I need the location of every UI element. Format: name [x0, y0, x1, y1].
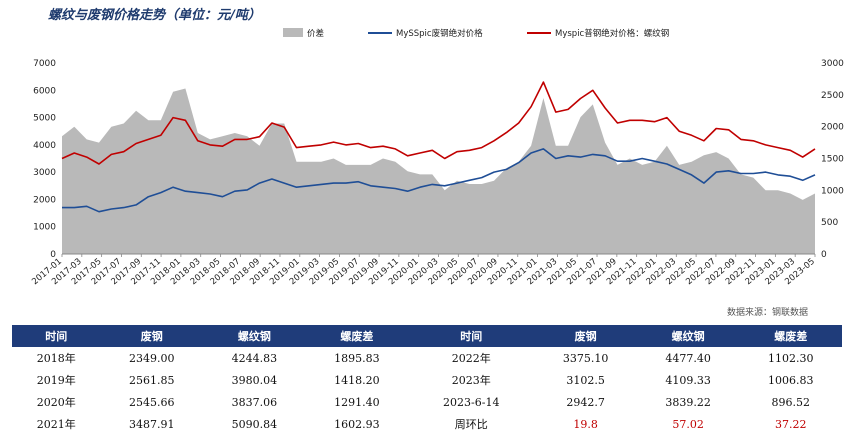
table-cell: 4244.83	[231, 351, 278, 365]
table-cell: 周环比	[454, 418, 488, 431]
table-row: 2020年 2545.66 3837.06 1291.40 2023-6-14 2942.…	[12, 391, 842, 413]
table-cell: 2018年	[36, 352, 76, 365]
y-left-tick-label: 1000	[33, 223, 56, 233]
table-cell: 1602.93	[334, 417, 380, 431]
y-left-tick-label: 6000	[33, 86, 56, 96]
table-cell: 2022年	[451, 352, 491, 365]
table-cell: 5090.84	[231, 417, 278, 431]
table-header-cell: 时间	[12, 325, 101, 347]
table-cell: 4477.40	[665, 351, 711, 365]
legend-label: 价差	[307, 28, 324, 39]
table-header-row: 时间 废钢 螺纹钢 螺废差 时间 废钢 螺纹钢 螺废差	[12, 325, 842, 347]
table-header-cell: 螺废差	[739, 325, 842, 347]
table-cell: 2019年	[36, 374, 76, 387]
y-left-tick-label: 7000	[33, 59, 56, 69]
price-trend-chart: 价差 MySSpic废钢绝对价格 Myspic普钢绝对价格：螺纹钢 0 1000 200…	[30, 28, 844, 287]
table-cell: 2349.00	[129, 351, 175, 365]
price-summary-table: 时间 废钢 螺纹钢 螺废差 时间 废钢 螺纹钢 螺废差 2018年 2349.00 4244.83…	[12, 325, 842, 435]
table-cell: 2942.7	[566, 395, 605, 409]
scrap-price-line	[62, 148, 816, 213]
table-cell: 3839.22	[665, 395, 711, 409]
table-cell: 3487.91	[129, 417, 175, 431]
table-header-cell: 螺纹钢	[203, 325, 306, 347]
legend-swatch-spread	[283, 28, 303, 37]
table-cell: 37.22	[774, 417, 807, 431]
table-header-cell: 废钢	[100, 325, 204, 347]
table-cell: 2561.85	[129, 373, 175, 387]
table-row: 2018年 2349.00 4244.83 1895.83 2022年 3375.10 44…	[12, 347, 842, 369]
table-cell: 2023-6-14	[443, 395, 500, 409]
legend-label: Myspic普钢绝对价格：螺纹钢	[555, 28, 669, 39]
y-right-tick-label: 2500	[821, 91, 844, 101]
legend-label: MySSpic废钢绝对价格	[396, 28, 483, 39]
table-row: 2019年 2561.85 3980.04 1418.20 2023年 3102.5 410…	[12, 369, 842, 391]
y-right-tick-label: 1500	[821, 155, 844, 165]
table-cell: 1895.83	[334, 351, 380, 365]
table-cell: 2545.66	[129, 395, 175, 409]
y-right-tick-label: 1000	[821, 186, 844, 196]
table-body: 2018年 2349.00 4244.83 1895.83 2022年 3375.10 44…	[12, 347, 842, 435]
price-lines-layer	[61, 81, 816, 213]
y-right-tick-label: 2000	[821, 123, 844, 133]
table-header-cell: 螺废差	[305, 325, 409, 347]
y-left-tick-label: 2000	[33, 195, 56, 205]
table-cell: 896.52	[771, 395, 810, 409]
table-cell: 1102.30	[767, 351, 814, 365]
table-header-cell: 废钢	[534, 325, 637, 347]
y-right-tick-label: 500	[821, 218, 838, 228]
table-cell: 1006.83	[767, 373, 814, 387]
table-cell: 57.02	[672, 417, 704, 431]
table-cell: 1418.20	[334, 373, 380, 387]
y-left-tick-label: 3000	[33, 168, 56, 178]
table-cell: 2020年	[36, 396, 76, 409]
spread-area-layer	[62, 88, 815, 254]
y-left-tick-label: 4000	[33, 141, 56, 151]
table-cell: 2021年	[36, 418, 76, 431]
chart-title: 螺纹与废钢价格走势（单位：元/吨）	[48, 8, 261, 23]
table-cell: 1291.40	[334, 395, 380, 409]
table-cell: 19.8	[573, 417, 598, 431]
table-header-cell: 时间	[408, 325, 535, 347]
spread-area	[62, 88, 815, 254]
table-cell: 3980.04	[231, 373, 278, 387]
y-right-tick-label: 3000	[821, 59, 844, 69]
y-right-tick-label: 0	[821, 250, 827, 260]
table-row: 2021年 3487.91 5090.84 1602.93 周环比 19.8 57.02 37…	[12, 413, 842, 435]
table-header-cell: 螺纹钢	[636, 325, 740, 347]
y-left-tick-label: 0	[50, 250, 56, 260]
table-cell: 3837.06	[231, 395, 278, 409]
table-cell: 2023年	[451, 374, 491, 387]
rebar-price-line	[61, 81, 816, 165]
y-left-tick-label: 5000	[33, 114, 56, 124]
chart-legend: 价差 MySSpic废钢绝对价格 Myspic普钢绝对价格：螺纹钢	[283, 28, 669, 39]
table-cell: 3375.10	[562, 351, 609, 365]
table-cell: 3102.5	[566, 373, 605, 387]
table-cell: 4109.33	[665, 373, 711, 387]
data-source-note: 数据来源：钢联数据	[726, 308, 808, 318]
